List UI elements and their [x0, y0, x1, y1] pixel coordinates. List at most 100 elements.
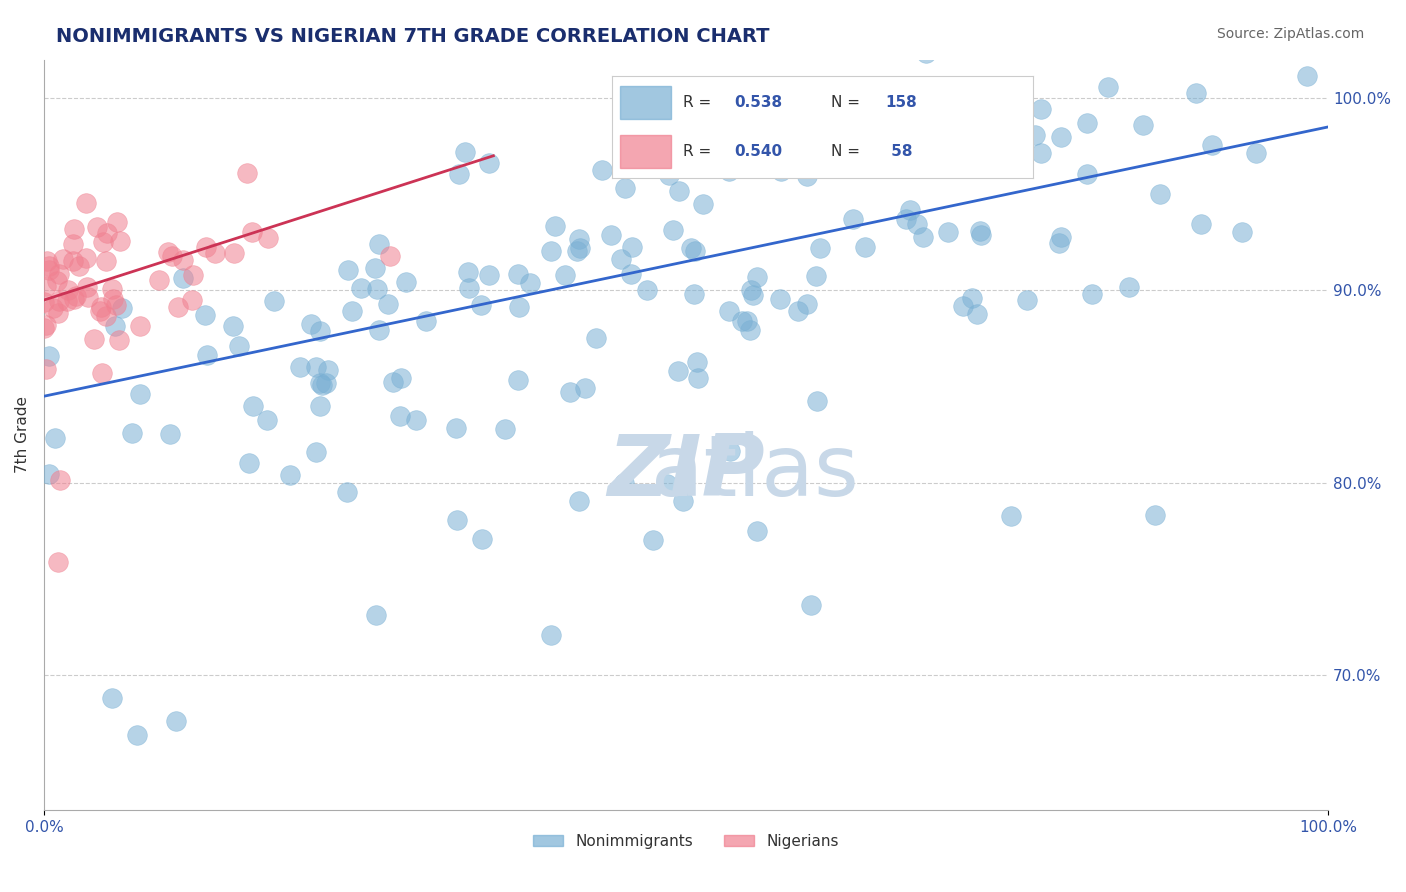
Point	[1132, 118, 1154, 132]
Text: 158: 158	[886, 95, 918, 110]
Point	[1024, 128, 1046, 142]
Point	[46, 306, 69, 320]
Point	[912, 138, 935, 153]
Point	[89, 303, 111, 318]
Point	[228, 339, 250, 353]
Point	[636, 283, 658, 297]
Point	[156, 244, 179, 259]
Point	[127, 728, 149, 742]
Point	[309, 376, 332, 390]
Point	[309, 399, 332, 413]
Text: R =: R =	[683, 95, 717, 110]
Point	[366, 608, 388, 623]
Text: NONIMMIGRANTS VS NIGERIAN 7TH GRADE CORRELATION CHART: NONIMMIGRANTS VS NIGERIAN 7TH GRADE CORR…	[56, 27, 769, 45]
Point	[1076, 167, 1098, 181]
Point	[717, 304, 740, 318]
Point	[128, 386, 150, 401]
Point	[613, 475, 636, 490]
Point	[666, 364, 689, 378]
Point	[1296, 69, 1319, 83]
Point	[129, 318, 152, 333]
Point	[76, 280, 98, 294]
Point	[853, 240, 876, 254]
Point	[367, 236, 389, 251]
Point	[662, 223, 685, 237]
Point	[111, 301, 134, 316]
Point	[911, 230, 934, 244]
Point	[91, 235, 114, 249]
Point	[519, 276, 541, 290]
Point	[506, 267, 529, 281]
Point	[35, 361, 58, 376]
Point	[48, 294, 70, 309]
Point	[787, 304, 810, 318]
Point	[86, 219, 108, 234]
Point	[367, 323, 389, 337]
Point	[568, 493, 591, 508]
Point	[796, 169, 818, 184]
Point	[457, 281, 479, 295]
Point	[554, 268, 576, 282]
Point	[38, 259, 60, 273]
Point	[94, 254, 117, 268]
Point	[195, 348, 218, 362]
Point	[894, 211, 917, 226]
Point	[172, 253, 194, 268]
Point	[38, 262, 60, 277]
Point	[1201, 137, 1223, 152]
Point	[1244, 146, 1267, 161]
Point	[800, 598, 823, 612]
Point	[1097, 80, 1119, 95]
Point	[1118, 280, 1140, 294]
Text: N =: N =	[831, 145, 865, 160]
Point	[778, 87, 800, 102]
Point	[204, 246, 226, 260]
Point	[718, 164, 741, 178]
Point	[105, 298, 128, 312]
Point	[391, 371, 413, 385]
Point	[381, 375, 404, 389]
Point	[366, 282, 388, 296]
Point	[76, 289, 98, 303]
Point	[620, 240, 643, 254]
Point	[288, 359, 311, 374]
Point	[193, 308, 215, 322]
Point	[108, 334, 131, 348]
Text: N =: N =	[831, 95, 865, 110]
Text: 0.538: 0.538	[734, 95, 782, 110]
Point	[692, 197, 714, 211]
Point	[960, 291, 983, 305]
Point	[62, 253, 84, 268]
Point	[544, 219, 567, 233]
Point	[311, 378, 333, 392]
Point	[62, 293, 84, 307]
Point	[350, 281, 373, 295]
Point	[389, 409, 412, 423]
Text: ZIP: ZIP	[607, 431, 765, 514]
Point	[83, 332, 105, 346]
Point	[377, 296, 399, 310]
Point	[222, 319, 245, 334]
Point	[65, 289, 87, 303]
Point	[769, 292, 792, 306]
Point	[540, 628, 562, 642]
Point	[614, 180, 637, 194]
Point	[62, 236, 84, 251]
Point	[658, 168, 681, 182]
Point	[796, 297, 818, 311]
Point	[336, 485, 359, 500]
Point	[970, 227, 993, 242]
Point	[600, 227, 623, 242]
Point	[641, 533, 664, 547]
Point	[1143, 508, 1166, 522]
Point	[224, 246, 246, 260]
Point	[309, 324, 332, 338]
Point	[94, 309, 117, 323]
Point	[905, 218, 928, 232]
Point	[172, 271, 194, 285]
Point	[506, 373, 529, 387]
Point	[44, 431, 66, 445]
Point	[55, 293, 77, 308]
Point	[569, 241, 592, 255]
Point	[195, 240, 218, 254]
